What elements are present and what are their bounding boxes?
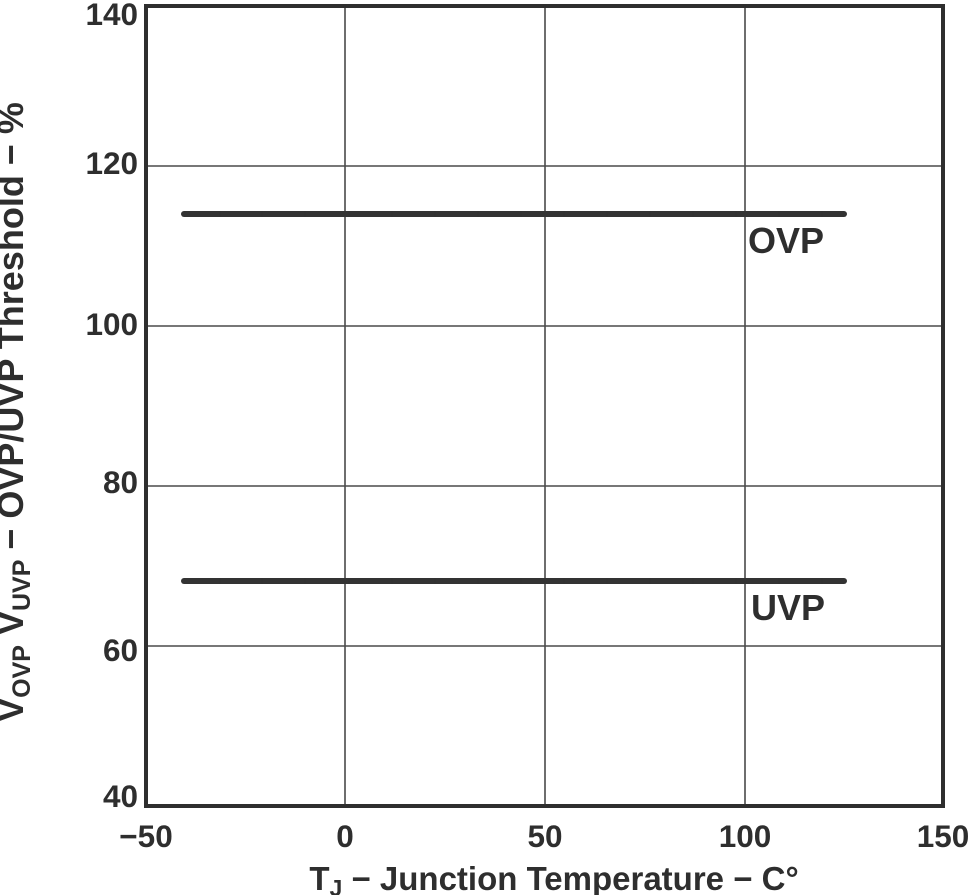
svg-text:100: 100 (719, 818, 772, 854)
svg-text:120: 120 (85, 145, 138, 181)
svg-text:UVP: UVP (751, 587, 825, 628)
svg-text:140: 140 (85, 0, 138, 32)
svg-text:100: 100 (85, 306, 138, 342)
svg-text:60: 60 (103, 632, 138, 668)
svg-text:150: 150 (917, 818, 970, 854)
svg-text:0: 0 (336, 818, 354, 854)
svg-text:TJ − Junction Temperature − C°: TJ − Junction Temperature − C° (309, 860, 798, 895)
svg-text:−50: −50 (119, 818, 172, 854)
svg-text:40: 40 (103, 778, 138, 814)
svg-text:OVP: OVP (748, 220, 824, 261)
svg-text:VOVP VUVP − OVP/UVP Threshold: VOVP VUVP − OVP/UVP Threshold − % (0, 102, 36, 722)
svg-text:50: 50 (527, 818, 562, 854)
svg-text:80: 80 (103, 464, 138, 500)
